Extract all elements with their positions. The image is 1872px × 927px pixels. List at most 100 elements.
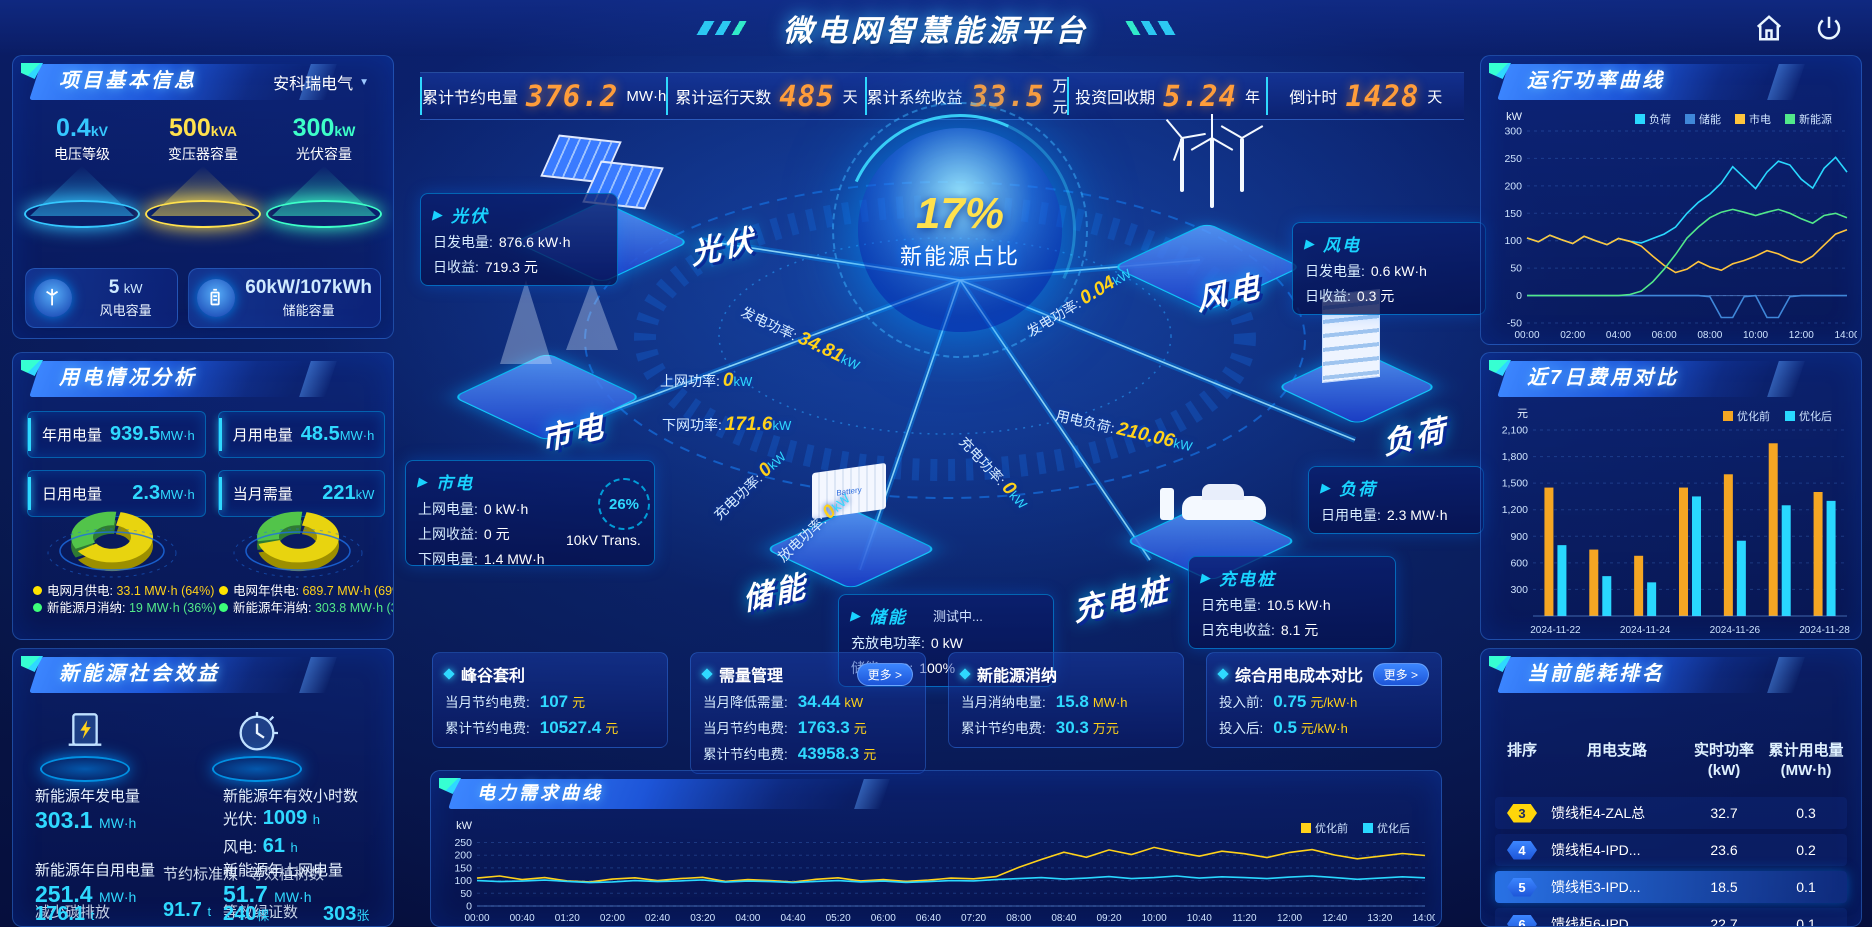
app-title-wrap: 微电网智慧能源平台 bbox=[690, 6, 1182, 50]
metric-value: 风电: 61 h bbox=[223, 835, 298, 857]
legend-value: 19 MW·h (36%) bbox=[128, 601, 217, 615]
from-grid-power-flow: 下网功率: 171.6kW bbox=[662, 414, 792, 435]
card-metric-row: 投入前: 0.75 元/kW·h bbox=[1219, 692, 1358, 711]
metric-value: 91.7 t bbox=[163, 899, 212, 921]
svg-text:优化后: 优化后 bbox=[1377, 821, 1410, 835]
svg-text:150: 150 bbox=[1504, 208, 1522, 220]
rank-table-row[interactable]: 5 馈线柜3-IPD... 18.5 0.1 bbox=[1495, 871, 1847, 903]
arrow-icon: ▶ bbox=[849, 607, 863, 623]
to-grid-power-flow: 上网功率: 0kW bbox=[660, 370, 753, 391]
cost-panel-header: 近7日费用对比 bbox=[1489, 358, 1853, 400]
card-metric-row: 累计节约电费: 43958.3 元 bbox=[703, 744, 877, 763]
grid-info-rows: 上网电量: 0 kW·h 上网收益: 0 元下网电量: 1.4 MW·h bbox=[418, 499, 642, 569]
usage-stat-box: 当月需量 221kW bbox=[217, 470, 386, 517]
glow-stat: 0.4kV 电压等级 bbox=[23, 114, 141, 228]
svg-text:06:00: 06:00 bbox=[871, 913, 896, 924]
month-donut-wrap: 电网月供电: 33.1 MW·h (64%) 新能源月消纳: 19 MW·h (… bbox=[19, 491, 217, 617]
home-button[interactable] bbox=[1752, 12, 1786, 46]
card-metric-row: 当月节约电费: 1763.3 元 bbox=[703, 718, 867, 737]
diamond-icon bbox=[443, 668, 455, 680]
svg-text:新能源: 新能源 bbox=[1799, 112, 1832, 126]
metric-value: 303张 bbox=[323, 903, 370, 925]
home-icon bbox=[1756, 14, 1782, 40]
kpi-stat: 累计运行天数 485 天 bbox=[666, 77, 864, 115]
power-panel-header: 运行功率曲线 bbox=[1489, 61, 1853, 103]
rank-badge: 3 bbox=[1507, 803, 1537, 823]
title-decoration-left bbox=[690, 21, 770, 35]
card-metric-row: 累计节约电费: 10527.4 元 bbox=[445, 718, 619, 737]
svg-text:10:00: 10:00 bbox=[1142, 913, 1167, 924]
svg-text:12:00: 12:00 bbox=[1789, 330, 1814, 341]
charger-info-box: ▶ 充电桩 日充电量: 10.5 kW·h 日充电收益: 8.1 元 bbox=[1188, 556, 1396, 649]
svg-text:09:20: 09:20 bbox=[1096, 913, 1121, 924]
svg-text:250: 250 bbox=[1504, 153, 1522, 165]
metric-label: 节约标准煤 bbox=[163, 866, 239, 883]
svg-text:07:20: 07:20 bbox=[961, 913, 986, 924]
usage-stat-box: 日用电量 2.3MW·h bbox=[27, 470, 206, 517]
glow-stat-label: 光伏容量 bbox=[296, 146, 352, 162]
info-row: 日发电量: 0.6 kW·h bbox=[1305, 263, 1427, 279]
rank-table-body: 3 馈线柜4-ZAL总 32.7 0.3 4 馈线柜4-IPD... 23.6 0.2 5 馈线柜… bbox=[1495, 797, 1847, 926]
info-row: 日收益: 0.3 元 bbox=[1305, 288, 1395, 304]
diamond-icon bbox=[959, 668, 971, 680]
pv-info-box: ▶ 光伏 日发电量: 876.6 kW·h 日收益: 719.3 元 bbox=[420, 193, 618, 286]
glow-stat: 500kVA 变压器容量 bbox=[144, 114, 262, 228]
card-metric-row: 当月节约电费: 107 元 bbox=[445, 692, 586, 711]
legend-item: 新能源年消纳: 303.8 MW·h (31%) bbox=[219, 600, 393, 617]
project-info-panel: 项目基本信息 安科瑞电气 ▼ 0.4kV 电压等级 500kVA 变压器容量 300kW… bbox=[12, 55, 394, 339]
info-row: 上网电量: 0 kW·h bbox=[418, 501, 529, 517]
rank-table-row[interactable]: 6 馈线柜6-IPD 22.7 0.1 bbox=[1495, 908, 1847, 926]
company-dropdown[interactable]: 安科瑞电气 ▼ bbox=[267, 69, 375, 95]
svg-text:150: 150 bbox=[454, 862, 472, 874]
month-donut-chart bbox=[47, 511, 177, 578]
svg-text:优化前: 优化前 bbox=[1737, 409, 1770, 423]
metric-label: 减少碳排放 bbox=[35, 904, 111, 921]
arrow-icon: ▶ bbox=[1303, 235, 1317, 251]
more-button[interactable]: 更多 > bbox=[856, 662, 913, 686]
capacity-box: 110 kW直流充电桩 bbox=[25, 338, 178, 339]
chevron-down-icon: ▼ bbox=[359, 76, 369, 88]
rank-column-header: 用电支路 bbox=[1586, 742, 1647, 759]
svg-text:200: 200 bbox=[454, 850, 472, 862]
svg-text:00:00: 00:00 bbox=[1514, 330, 1539, 341]
wind-illustration bbox=[1165, 114, 1264, 208]
svg-text:10:40: 10:40 bbox=[1187, 913, 1212, 924]
rank-column-header: 实时功率 (kW) bbox=[1693, 742, 1754, 779]
info-row: 日用电量: 2.3 MW·h bbox=[1321, 507, 1448, 523]
wind-info-rows: 日发电量: 0.6 kW·h 日收益: 0.3 元 bbox=[1305, 261, 1473, 306]
svg-text:00:00: 00:00 bbox=[464, 913, 489, 924]
wind-info-box: ▶ 风电 日发电量: 0.6 kW·h 日收益: 0.3 元 bbox=[1292, 222, 1486, 315]
svg-text:12:40: 12:40 bbox=[1322, 913, 1347, 924]
rank-badge: 5 bbox=[1507, 877, 1537, 897]
green-dot-icon bbox=[33, 603, 42, 612]
renewable-share-sphere: 17% 新能源占比 bbox=[858, 128, 1062, 332]
total-energy: 0.3 bbox=[1796, 805, 1816, 821]
renewable-share-label: 新能源占比 bbox=[899, 244, 1020, 269]
kpi-stat: 投资回收期 5.24 年 bbox=[1067, 77, 1265, 115]
arrow-icon: ▶ bbox=[431, 206, 445, 222]
company-name: 安科瑞电气 bbox=[273, 76, 354, 93]
svg-text:300: 300 bbox=[1510, 584, 1528, 596]
info-row: 日发电量: 876.6 kW·h bbox=[433, 234, 571, 250]
svg-text:2024-11-24: 2024-11-24 bbox=[1620, 625, 1671, 636]
savings-card: 峰谷套利当月节约电费: 107 元累计节约电费: 10527.4 元 bbox=[432, 652, 668, 748]
rank-table-header: 排序 用电支路 实时功率 (kW) 累计用电量 (MW·h) bbox=[1495, 741, 1847, 781]
box-title: 充电桩 bbox=[1219, 570, 1276, 589]
svg-text:50: 50 bbox=[1510, 263, 1522, 275]
panel-title: 项目基本信息 bbox=[59, 70, 197, 92]
svg-text:08:00: 08:00 bbox=[1697, 330, 1722, 341]
charger-node-label: 充电桩 bbox=[1071, 572, 1173, 629]
power-button[interactable] bbox=[1812, 12, 1846, 46]
glow-stat: 300kW 光伏容量 bbox=[265, 114, 383, 228]
legend-item: 电网年供电: 689.7 MW·h (69%) bbox=[219, 583, 393, 600]
svg-text:优化后: 优化后 bbox=[1799, 409, 1832, 423]
rank-table-row[interactable]: 3 馈线柜4-ZAL总 32.7 0.3 bbox=[1495, 797, 1847, 829]
metric-label: 等效绿证数 bbox=[223, 904, 299, 921]
light-cone bbox=[30, 166, 134, 216]
more-button[interactable]: 更多 > bbox=[1372, 662, 1429, 686]
rank-table-row[interactable]: 4 馈线柜4-IPD... 23.6 0.2 bbox=[1495, 834, 1847, 866]
svg-text:kW: kW bbox=[456, 820, 473, 832]
usage-analysis-panel: 用电情况分析 年用电量 939.5MW·h 月用电量 48.5MW·h 日用电量 2.3M… bbox=[12, 352, 394, 640]
card-title: 峰谷套利 bbox=[461, 668, 526, 685]
svg-text:1,800: 1,800 bbox=[1502, 451, 1528, 463]
